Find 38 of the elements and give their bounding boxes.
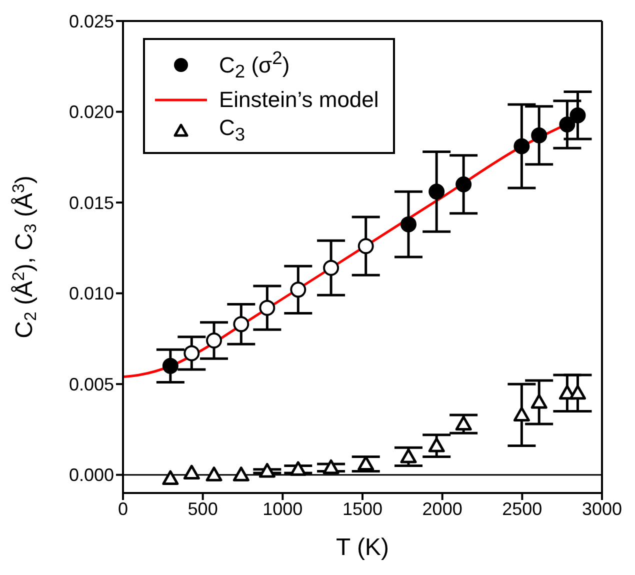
point [531, 127, 548, 144]
point [400, 216, 416, 232]
point [559, 116, 576, 132]
point [258, 462, 276, 478]
point [183, 464, 200, 480]
y-tick-label: 0.000 [68, 465, 114, 486]
point [513, 406, 530, 422]
y-tick-label: 0.015 [68, 192, 114, 213]
legend-label: Einstein’s model [219, 86, 379, 114]
point [322, 459, 340, 474]
x-tick-label: 0 [118, 498, 128, 519]
point [206, 466, 222, 482]
point [428, 438, 445, 452]
point [428, 184, 445, 200]
y-tick-label: 0.025 [68, 11, 114, 32]
x-tick-label: 2000 [422, 498, 462, 519]
point [232, 466, 250, 482]
point [455, 416, 472, 431]
x-tick-label: 1500 [342, 498, 383, 519]
point [570, 107, 586, 124]
point [400, 448, 417, 464]
point [530, 394, 548, 409]
point [569, 384, 586, 400]
x-tick-label: 3000 [582, 498, 622, 519]
point [514, 138, 530, 154]
x-axis-title: T (K) [336, 534, 389, 561]
legend-label: C$_{3}$ [219, 114, 246, 146]
point [456, 176, 472, 192]
point [290, 461, 306, 476]
point [162, 358, 178, 374]
y-tick-label: 0.020 [68, 102, 114, 122]
y-tick-label: 0.005 [68, 374, 114, 394]
x-tick-label: 1000 [262, 498, 303, 519]
point [162, 470, 179, 485]
x-tick-label: 2500 [502, 498, 542, 519]
y-tick-label: 0.010 [68, 284, 114, 304]
x-tick-label: 500 [188, 498, 218, 519]
legend-label: C$_{2}$ (σ$^{2}$) [219, 46, 290, 84]
